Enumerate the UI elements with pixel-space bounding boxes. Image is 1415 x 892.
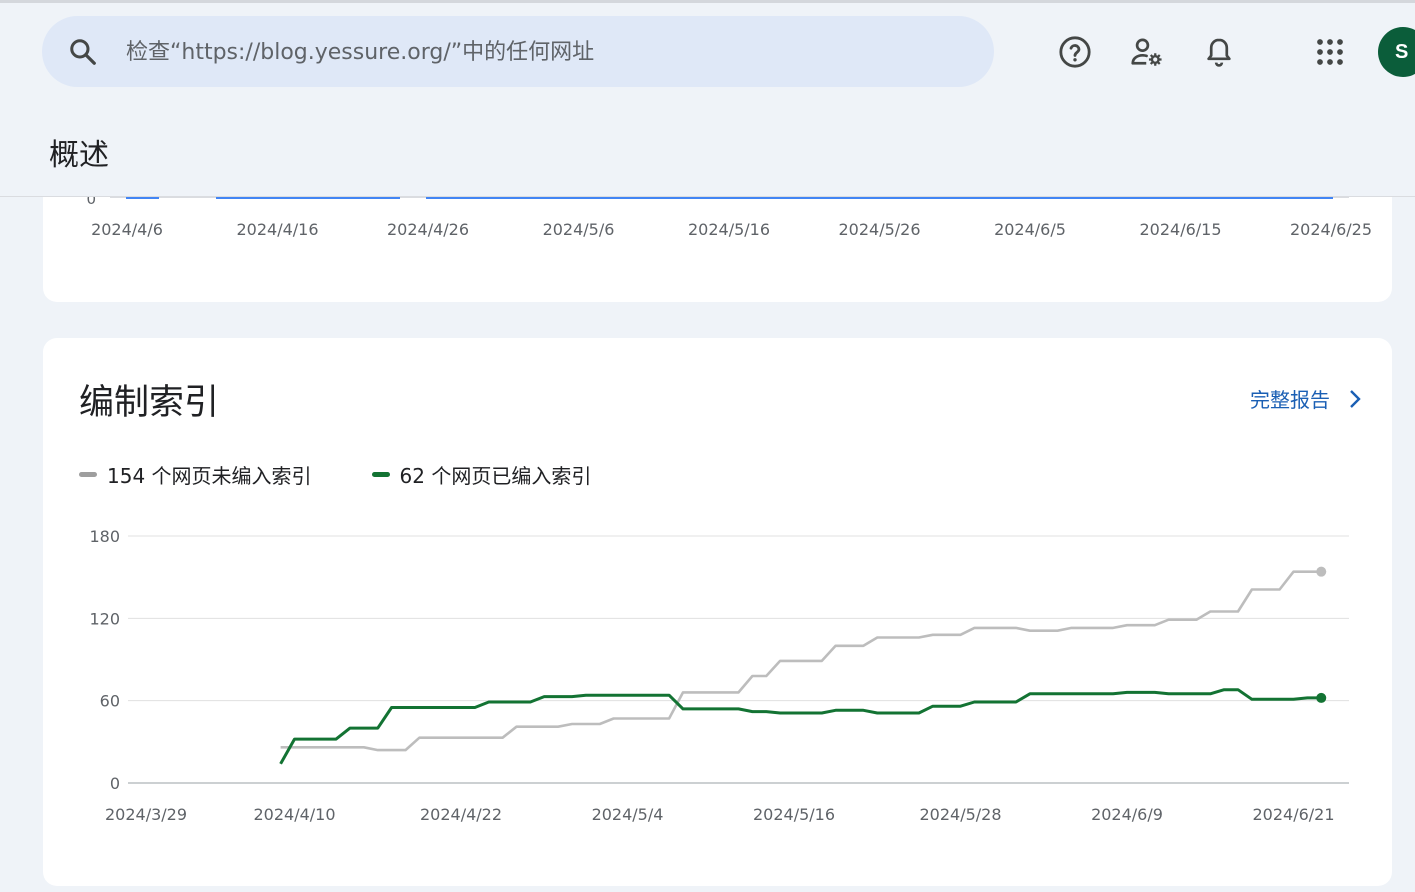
x-tick-label: 2024/3/29 [105,805,187,824]
top-chart-x-tick: 2024/4/26 [387,220,469,239]
legend-item-indexed[interactable]: 62 个网页已编入索引 [371,460,592,489]
y-tick-label: 120 [89,609,120,628]
indexing-card: 编制索引 完整报告 154 个网页未编入索引 62 个网页已编入索引 180 12… [43,338,1392,886]
indexing-chart: 180 120 60 0 2024/3/29 2024/4/10 2024/4/22 2024… [89,527,1349,824]
search-icon [70,39,96,65]
top-chart-x-tick: 2024/4/6 [91,220,163,239]
y-tick-label: 180 [89,527,120,546]
full-report-label: 完整报告 [1250,388,1330,412]
top-chart-x-tick: 2024/4/16 [236,220,318,239]
legend-swatch [79,472,97,477]
top-chart-x-tick: 2024/5/26 [838,220,920,239]
notifications-button[interactable] [1199,32,1239,72]
account-avatar[interactable]: S [1378,27,1415,77]
series-endpoint-indexed [1316,692,1327,703]
legend-label: 154 个网页未编入索引 [107,464,312,488]
top-chart-x-tick: 2024/6/5 [994,220,1066,239]
manage-accounts-icon [1131,38,1162,66]
url-inspection-search[interactable] [42,16,994,87]
legend-swatch [371,472,390,477]
indexing-card-title: 编制索引 [79,383,220,423]
search-input[interactable] [126,30,966,74]
top-chart-axis: 0 2024/4/6 2024/4/16 2024/4/26 2024/5/6 2024… [86,190,1372,239]
x-tick-label: 2024/4/10 [253,805,335,824]
top-chart-x-tick: 2024/6/15 [1139,220,1221,239]
user-settings-button[interactable] [1127,32,1167,72]
legend-item-not-indexed[interactable]: 154 个网页未编入索引 [79,460,312,489]
top-chart-zero-label: 0 [86,197,96,208]
y-tick-label: 0 [110,774,120,793]
series-line-not-indexed [280,570,1322,752]
chevron-right-icon [1350,389,1361,408]
x-tick-label: 2024/5/16 [753,805,835,824]
series-line-indexed [279,688,1322,765]
x-tick-label: 2024/5/4 [592,805,664,824]
chart-legend: 154 个网页未编入索引 62 个网页已编入索引 [79,460,651,489]
full-report-link[interactable]: 完整报告 [1250,384,1362,413]
help-button[interactable] [1055,32,1095,72]
top-chart-x-tick: 2024/5/6 [543,220,615,239]
x-tick-label: 2024/4/22 [420,805,502,824]
top-chart-x-tick: 2024/5/16 [688,220,770,239]
x-tick-label: 2024/6/21 [1252,805,1334,824]
x-tick-label: 2024/5/28 [919,805,1001,824]
x-tick-label: 2024/6/9 [1091,805,1163,824]
y-tick-label: 60 [100,692,120,711]
performance-card: 0 2024/4/6 2024/4/16 2024/4/26 2024/5/6 2024… [43,190,1392,302]
series-endpoint-not-indexed [1316,566,1327,577]
top-chart-x-tick: 2024/6/25 [1290,220,1372,239]
apps-grid-icon [1317,39,1343,65]
page-title: 概述 [49,138,109,173]
bell-icon [1207,38,1231,67]
help-icon [1059,36,1091,68]
top-border [0,0,1415,3]
apps-button[interactable] [1310,32,1350,72]
legend-label: 62 个网页已编入索引 [399,464,592,488]
